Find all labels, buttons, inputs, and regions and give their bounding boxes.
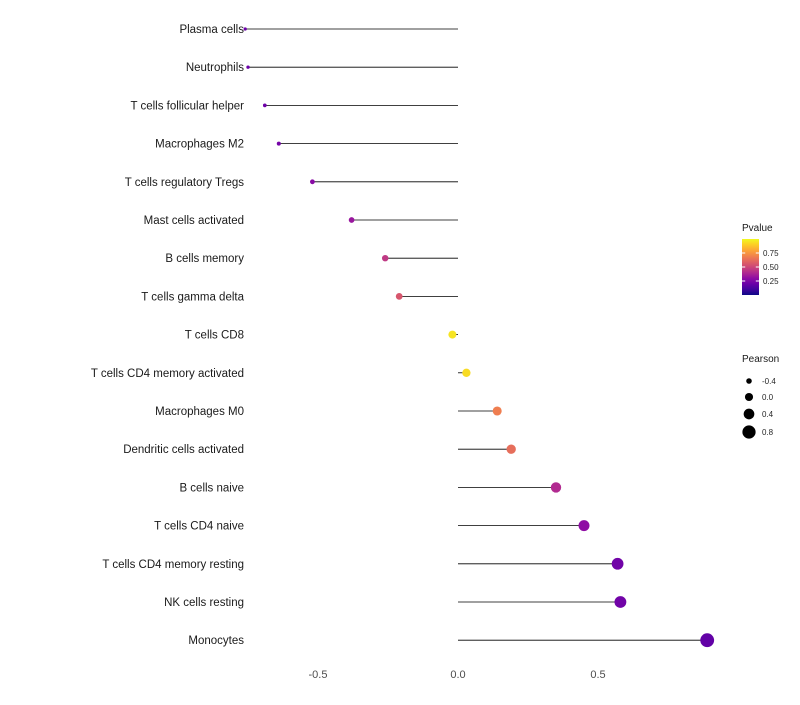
- pvalue-legend-gradient: [742, 239, 759, 295]
- lollipop-dot: [611, 557, 624, 570]
- pvalue-legend-tick-label: 0.25: [763, 277, 779, 286]
- category-label: T cells follicular helper: [130, 100, 244, 112]
- pvalue-legend-tick-label: 0.75: [763, 249, 779, 258]
- category-label: Dendritic cells activated: [123, 444, 244, 456]
- category-label: T cells CD8: [185, 330, 244, 342]
- category-label: B cells naive: [179, 482, 244, 494]
- lollipop-dot: [506, 444, 516, 454]
- lollipop-dot: [262, 103, 267, 108]
- category-label: Macrophages M2: [155, 139, 244, 151]
- lollipop-dot: [462, 368, 471, 377]
- lollipop-dot: [310, 179, 315, 185]
- lollipop-dot: [448, 330, 457, 339]
- x-tick-label: -0.5: [309, 669, 328, 681]
- category-label: NK cells resting: [164, 597, 244, 609]
- lollipop-dot: [276, 141, 281, 146]
- lollipop-dot: [550, 482, 562, 493]
- pearson-legend-title: Pearson: [742, 354, 779, 365]
- category-label: Macrophages M0: [155, 406, 244, 418]
- lollipop-dot: [614, 596, 627, 608]
- lollipop-dot: [243, 27, 247, 31]
- pvalue-legend-tick-label: 0.50: [763, 263, 779, 272]
- category-label: Plasma cells: [179, 24, 244, 36]
- lollipop-dot: [700, 633, 715, 648]
- lollipop-dot: [348, 217, 355, 223]
- pvalue-legend-title: Pvalue: [742, 223, 773, 234]
- x-tick-label: 0.5: [590, 669, 605, 681]
- category-label: T cells CD4 naive: [154, 521, 244, 533]
- lollipop-dot: [492, 406, 502, 416]
- category-label: T cells CD4 memory activated: [91, 368, 244, 380]
- lollipop-dot: [381, 254, 389, 262]
- x-tick-label: 0.0: [450, 669, 465, 681]
- pearson-legend-tick-label: -0.4: [762, 377, 776, 386]
- pearson-legend-tick-label: 0.8: [762, 428, 774, 437]
- category-label: B cells memory: [165, 253, 244, 265]
- category-label: T cells gamma delta: [141, 291, 244, 303]
- category-label: T cells regulatory Tregs: [125, 177, 245, 189]
- pearson-legend-tick-label: 0.0: [762, 393, 774, 402]
- lollipop-dot: [395, 293, 403, 300]
- lollipop-dot: [578, 520, 590, 532]
- category-label: Monocytes: [188, 635, 244, 647]
- pearson-legend-dot: [743, 408, 755, 420]
- category-label: Neutrophils: [186, 62, 244, 74]
- lollipop-dot: [246, 65, 250, 69]
- category-label: T cells CD4 memory resting: [102, 559, 244, 571]
- pearson-legend-dot: [742, 425, 756, 439]
- pearson-legend-tick-label: 0.4: [762, 410, 774, 419]
- pearson-legend-dot: [744, 392, 754, 402]
- pearson-legend-dot: [746, 378, 752, 384]
- category-label: Mast cells activated: [144, 215, 244, 227]
